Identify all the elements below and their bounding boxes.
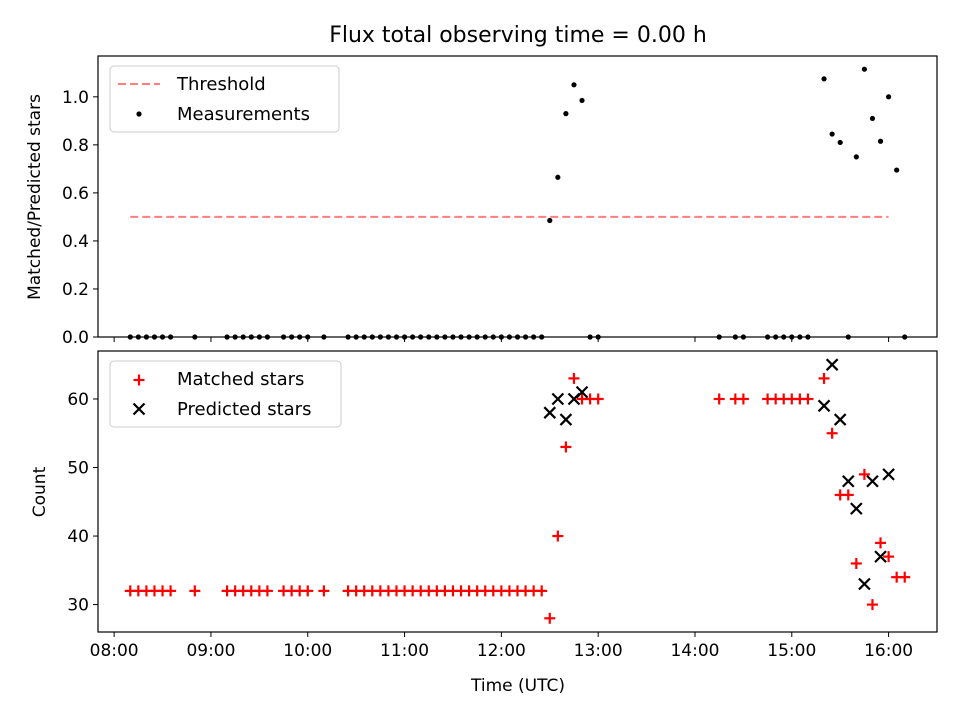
threshold-legend-label: Threshold xyxy=(176,74,266,95)
matched-star-marker xyxy=(592,393,604,405)
matched-star-marker xyxy=(189,585,201,597)
bottom-x-tick-label: 13:00 xyxy=(574,641,623,661)
bottom-y-axis-label: Count xyxy=(30,466,50,517)
bottom-y-tick-label: 30 xyxy=(67,596,89,616)
measurement-point xyxy=(869,115,876,122)
top-y-tick-label: 0.6 xyxy=(62,184,89,204)
predicted-star-marker xyxy=(543,406,557,419)
bottom-x-tick-label: 12:00 xyxy=(477,641,526,661)
measurement-point xyxy=(571,82,577,88)
matched-star-marker xyxy=(165,585,177,597)
matched-stars-legend-label: Matched stars xyxy=(177,369,304,390)
top-y-tick-label: 0.8 xyxy=(62,136,89,156)
predicted-star-marker xyxy=(833,413,847,426)
matched-star-marker xyxy=(568,372,580,384)
predicted-star-marker xyxy=(575,385,589,399)
bottom-y-tick-label: 50 xyxy=(67,459,89,479)
bottom-plot-area: 30 40 50 60 08:00 09:00 10:00 11:00 12:00 13:00 14… xyxy=(67,358,913,661)
predicted-star-marker xyxy=(850,502,863,515)
measurement-point xyxy=(885,94,892,100)
bottom-panel: Count Time (UTC) 30 40 50 60 08:00 09:00 10:00… xyxy=(30,350,938,696)
bottom-x-axis-label: Time (UTC) xyxy=(470,676,565,696)
top-legend: Threshold Measurements xyxy=(109,65,340,133)
bottom-x-tick-label: 16:00 xyxy=(864,641,913,661)
predicted-star-marker xyxy=(825,358,839,371)
matched-star-marker xyxy=(560,441,572,453)
bottom-x-tick-label: 10:00 xyxy=(283,641,332,661)
matched-star-marker xyxy=(818,372,830,384)
measurement-point xyxy=(861,66,867,72)
matched-star-marker xyxy=(802,393,814,405)
bottom-x-tick-label: 09:00 xyxy=(186,641,235,661)
predicted-stars-legend-icon xyxy=(132,402,146,416)
top-y-tick-label: 0.2 xyxy=(62,280,89,300)
matched-star-marker xyxy=(826,427,838,439)
predicted-star-marker xyxy=(874,550,887,563)
predicted-star-marker xyxy=(817,399,831,413)
bottom-y-tick-label: 60 xyxy=(67,390,89,410)
matched-star-marker xyxy=(842,489,854,501)
bottom-y-tick-label: 40 xyxy=(67,527,89,547)
predicted-star-marker xyxy=(866,474,879,488)
measurement-point xyxy=(894,167,900,173)
matched-star-marker xyxy=(737,393,749,405)
measurement-point xyxy=(547,217,553,224)
measurement-point xyxy=(555,174,561,180)
bottom-axes-frame xyxy=(97,350,938,633)
measurement-point xyxy=(877,138,884,144)
bottom-legend-box xyxy=(109,360,342,428)
top-chart-title: Flux total observing time = 0.00 h xyxy=(329,23,707,48)
top-axes-frame xyxy=(97,55,938,338)
top-y-tick-label: 0.0 xyxy=(62,328,89,348)
matched-star-marker xyxy=(302,585,314,597)
bottom-legend: Matched stars Predicted stars xyxy=(109,360,342,428)
measurements-legend-icon xyxy=(136,111,142,117)
matched-star-marker xyxy=(883,551,895,563)
top-y-tick-label: 1.0 xyxy=(62,88,89,108)
matched-star-marker xyxy=(544,612,556,624)
matched-star-marker xyxy=(318,585,330,597)
top-y-tick-label: 0.4 xyxy=(62,232,89,252)
bottom-x-tick-label: 08:00 xyxy=(90,641,139,661)
matched-star-marker xyxy=(899,571,911,583)
top-y-axis-label: Matched/Predicted stars xyxy=(25,94,45,300)
top-panel: Flux total observing time = 0.00 h Match… xyxy=(25,23,938,348)
top-legend-box xyxy=(109,65,340,133)
bottom-x-tick-label: 15:00 xyxy=(767,641,816,661)
predicted-stars-legend-label: Predicted stars xyxy=(177,399,311,420)
measurement-point xyxy=(563,111,569,117)
predicted-star-marker xyxy=(882,468,895,481)
measurement-point xyxy=(821,76,827,82)
matched-stars-legend-icon xyxy=(133,374,145,386)
matched-star-marker xyxy=(875,537,887,549)
predicted-star-marker xyxy=(841,474,855,488)
bottom-x-tick-label: 14:00 xyxy=(670,641,719,661)
matched-star-marker xyxy=(552,530,564,542)
measurement-point xyxy=(837,139,843,146)
measurement-point xyxy=(579,97,585,104)
predicted-star-marker xyxy=(551,392,565,406)
predicted-star-marker xyxy=(858,577,871,591)
measurement-point xyxy=(829,131,835,137)
matched-star-marker xyxy=(261,585,273,597)
predicted-star-marker xyxy=(559,413,573,426)
matched-star-marker xyxy=(850,557,862,569)
measurements-legend-label: Measurements xyxy=(177,104,310,125)
measurement-point xyxy=(853,154,859,160)
matched-star-marker xyxy=(713,393,725,405)
matched-star-marker xyxy=(536,585,548,597)
matched-star-marker xyxy=(858,468,870,480)
bottom-x-tick-label: 11:00 xyxy=(380,641,429,661)
matched-star-marker xyxy=(866,599,878,611)
